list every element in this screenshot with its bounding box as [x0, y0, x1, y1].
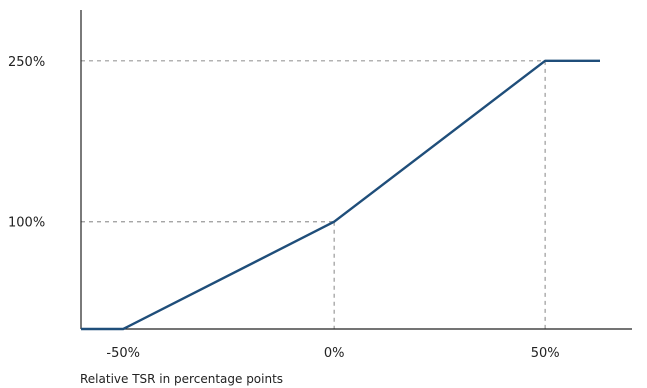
- y-tick-labels: 100% 250%: [8, 55, 45, 231]
- series-layer: [81, 59, 600, 331]
- y-tick-label: 100%: [8, 216, 45, 231]
- series-line-0: [81, 59, 600, 331]
- x-tick-label: 50%: [531, 346, 560, 361]
- reference-lines: [81, 60, 546, 329]
- x-tick-label: -50%: [106, 346, 140, 361]
- axes: [80, 10, 632, 330]
- x-tick-label: 0%: [324, 346, 345, 361]
- y-tick-label: 250%: [8, 55, 45, 70]
- x-tick-labels: -50% 0% 50%: [106, 346, 559, 361]
- x-axis-title: Relative TSR in percentage points: [80, 372, 283, 386]
